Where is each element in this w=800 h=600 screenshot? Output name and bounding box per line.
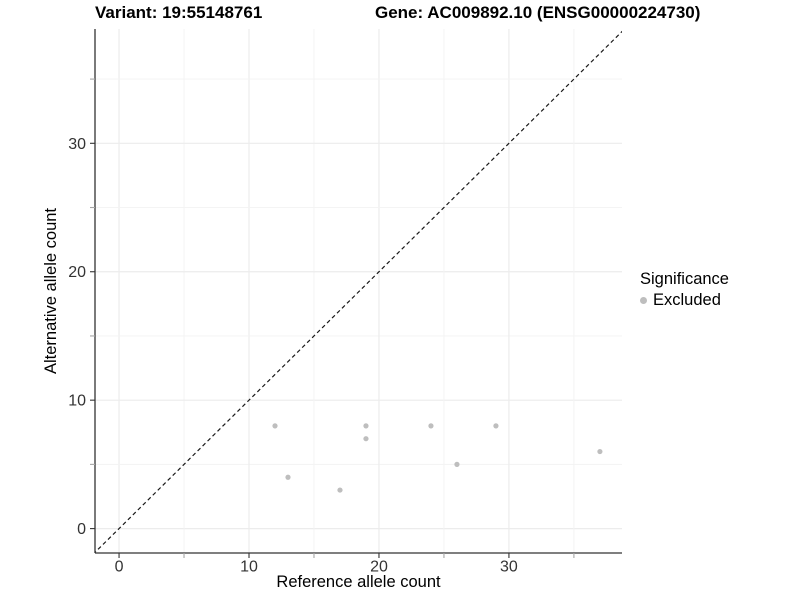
y-tick-label: 10: [68, 393, 86, 410]
legend: Significance Excluded: [640, 269, 729, 310]
data-point: [285, 474, 291, 480]
gene-title: Gene: AC009892.10 (ENSG00000224730): [375, 3, 701, 22]
data-point: [454, 461, 460, 467]
y-tick-label: 20: [68, 264, 86, 281]
data-point: [597, 448, 603, 455]
legend-point-icon: [640, 296, 647, 304]
data-point: [363, 436, 369, 442]
variant-title: Variant: 19:55148761: [95, 3, 263, 22]
x-axis-title: Reference allele count: [276, 573, 441, 591]
data-point: [272, 423, 278, 429]
legend-item: Excluded: [640, 290, 729, 310]
y-axis-title: Alternative allele count: [42, 207, 60, 375]
y-tick-label: 0: [77, 521, 86, 538]
data-point: [428, 423, 434, 429]
legend-title: Significance: [640, 270, 729, 288]
y-tick-label: 30: [68, 136, 86, 153]
data-point: [337, 487, 343, 493]
data-point: [363, 423, 369, 429]
x-tick-label: 20: [370, 559, 388, 576]
data-point: [493, 423, 499, 429]
x-tick-label: 0: [115, 559, 124, 576]
identity-line: [95, 30, 622, 553]
x-tick-label: 30: [500, 559, 518, 576]
x-tick-label: 10: [240, 559, 258, 576]
legend-item-label: Excluded: [653, 291, 721, 309]
